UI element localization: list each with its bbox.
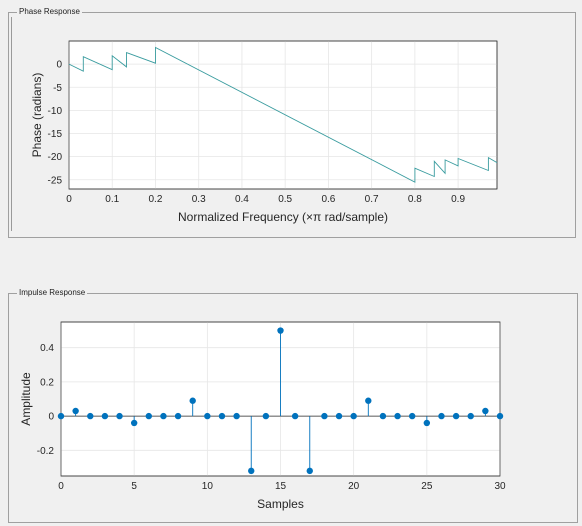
stem-marker [365, 397, 372, 404]
stem-marker [87, 412, 94, 420]
x-tick-label: 30 [494, 481, 506, 492]
stem-marker [262, 412, 270, 420]
stem-marker [101, 412, 109, 420]
impulse-panel-title: Impulse Response [17, 287, 88, 299]
x-tick-label: 0.3 [192, 194, 206, 205]
stem-marker [233, 412, 240, 420]
x-tick-label: 0.6 [321, 194, 335, 205]
x-tick-label: 25 [421, 481, 433, 492]
y-tick-label: 0 [56, 60, 62, 71]
stem-marker [394, 412, 401, 420]
y-tick-label: 0 [48, 412, 54, 423]
stem-marker [452, 412, 460, 420]
y-tick-label: 0.4 [40, 343, 54, 354]
x-tick-label: 10 [202, 481, 214, 492]
y-tick-label: 0.2 [40, 377, 54, 388]
axes-box [68, 40, 498, 190]
y-axis-label: Amplitude [19, 372, 33, 426]
stem-marker [467, 412, 474, 420]
y-tick-label: -25 [48, 175, 63, 186]
stem-marker [248, 467, 255, 475]
x-tick-label: 0.7 [365, 194, 379, 205]
stem-marker [72, 407, 79, 415]
axes-frame [60, 321, 501, 477]
y-tick-label: -10 [48, 106, 63, 117]
stem-marker [174, 412, 182, 420]
stem-marker [350, 412, 357, 420]
x-tick-label: 0.2 [149, 194, 163, 205]
stem-marker [277, 327, 284, 334]
stem-marker [423, 419, 431, 427]
x-tick-label: 15 [275, 481, 287, 492]
axes-frame [68, 40, 498, 190]
stem-marker [496, 412, 504, 420]
y-tick-label: -20 [48, 152, 63, 163]
x-tick-label: 5 [131, 481, 137, 492]
stem-marker [321, 412, 328, 420]
stem-marker [204, 412, 211, 420]
stem-marker [335, 412, 343, 420]
panel-left-border [11, 17, 12, 231]
y-tick-label: -15 [48, 129, 63, 140]
x-tick-label: 0.4 [235, 194, 249, 205]
x-tick-label: 0.1 [105, 194, 119, 205]
x-axis-label: Samples [257, 497, 304, 511]
stem-marker [306, 467, 313, 475]
stem-marker [145, 412, 152, 420]
stem-marker [291, 412, 299, 420]
y-axis-label: Phase (radians) [30, 73, 44, 158]
x-tick-label: 0.8 [408, 194, 422, 205]
stem-marker [482, 407, 489, 415]
y-tick-label: -5 [53, 83, 62, 94]
stem-marker [438, 412, 445, 420]
x-tick-label: 0.9 [451, 194, 465, 205]
stem-marker [218, 412, 226, 420]
stem-marker [379, 412, 387, 420]
stem-marker [130, 419, 138, 427]
stem-marker [409, 412, 416, 420]
phase-series-line [68, 46, 498, 183]
phase-response-plot: 0 0.1 0.2 0.3 0.4 0.5 0.6 0.7 0.8 0.9 0 -5 -10 -15 -20… [30, 40, 498, 224]
stem-marker [160, 412, 167, 420]
y-tick-label: -0.2 [37, 446, 55, 457]
x-tick-label: 0 [58, 481, 64, 492]
x-tick-label: 0 [66, 194, 72, 205]
stem-marker [189, 397, 196, 404]
stem-marker [57, 412, 65, 420]
phase-panel-title: Phase Response [17, 6, 82, 18]
stem-marker [116, 412, 123, 420]
x-axis-label: Normalized Frequency (×π rad/sample) [178, 210, 388, 224]
x-tick-label: 0.5 [278, 194, 292, 205]
x-tick-label: 20 [348, 481, 360, 492]
